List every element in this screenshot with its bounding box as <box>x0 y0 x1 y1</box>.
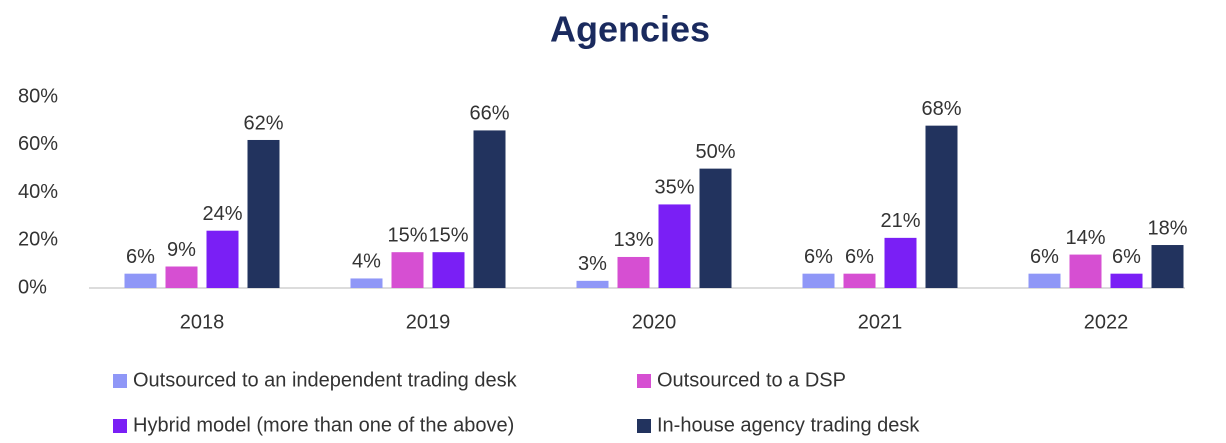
value-label: 21% <box>880 210 920 232</box>
x-tick-label: 2022 <box>1084 311 1129 333</box>
value-label: 6% <box>126 246 155 268</box>
value-label: 6% <box>845 246 874 268</box>
bar <box>617 256 650 288</box>
bar <box>1028 273 1061 288</box>
legend-swatch <box>113 419 127 433</box>
value-label: 62% <box>243 112 283 134</box>
value-label: 50% <box>695 141 735 163</box>
value-label: 24% <box>202 203 242 225</box>
value-label: 3% <box>578 253 607 275</box>
bar <box>124 273 157 288</box>
legend-swatch <box>113 374 127 388</box>
y-tick-label: 60% <box>18 133 58 155</box>
value-label: 14% <box>1065 227 1105 249</box>
bar <box>1151 245 1184 288</box>
legend-label: Outsourced to a DSP <box>657 369 846 391</box>
value-label: 15% <box>428 224 468 246</box>
bar <box>802 273 835 288</box>
bar <box>165 266 198 288</box>
value-label: 6% <box>804 246 833 268</box>
bar <box>391 252 424 288</box>
bar <box>884 237 917 288</box>
x-tick-label: 2020 <box>632 311 677 333</box>
bar <box>925 125 958 289</box>
y-tick-label: 0% <box>18 276 47 298</box>
chart-title: Agencies <box>550 9 710 50</box>
value-label: 6% <box>1112 246 1141 268</box>
bar <box>247 139 280 288</box>
value-label: 35% <box>654 177 694 199</box>
value-label: 9% <box>167 239 196 261</box>
value-label: 18% <box>1147 217 1187 239</box>
legend-label: Outsourced to an independent trading des… <box>133 369 518 391</box>
x-tick-label: 2019 <box>406 311 451 333</box>
bar <box>658 204 691 288</box>
bar <box>843 273 876 288</box>
x-tick-label: 2021 <box>858 311 903 333</box>
value-label: 66% <box>469 103 509 125</box>
bar <box>699 168 732 288</box>
value-label: 13% <box>613 229 653 251</box>
y-tick-label: 80% <box>18 85 58 107</box>
value-label: 15% <box>387 224 427 246</box>
bar <box>432 252 465 288</box>
legend-swatch <box>637 374 651 388</box>
bar <box>576 280 609 288</box>
value-label: 6% <box>1030 246 1059 268</box>
bar <box>1069 254 1102 288</box>
legend-label: In-house agency trading desk <box>657 414 920 436</box>
legend-label: Hybrid model (more than one of the above… <box>133 414 514 436</box>
value-label: 68% <box>921 98 961 120</box>
value-label: 4% <box>352 251 381 273</box>
bar <box>1110 273 1143 288</box>
legend-swatch <box>637 419 651 433</box>
y-tick-label: 20% <box>18 229 58 251</box>
bar <box>350 278 383 288</box>
bar <box>473 130 506 288</box>
y-tick-label: 40% <box>18 181 58 203</box>
x-tick-label: 2018 <box>180 311 225 333</box>
bar <box>206 230 239 288</box>
